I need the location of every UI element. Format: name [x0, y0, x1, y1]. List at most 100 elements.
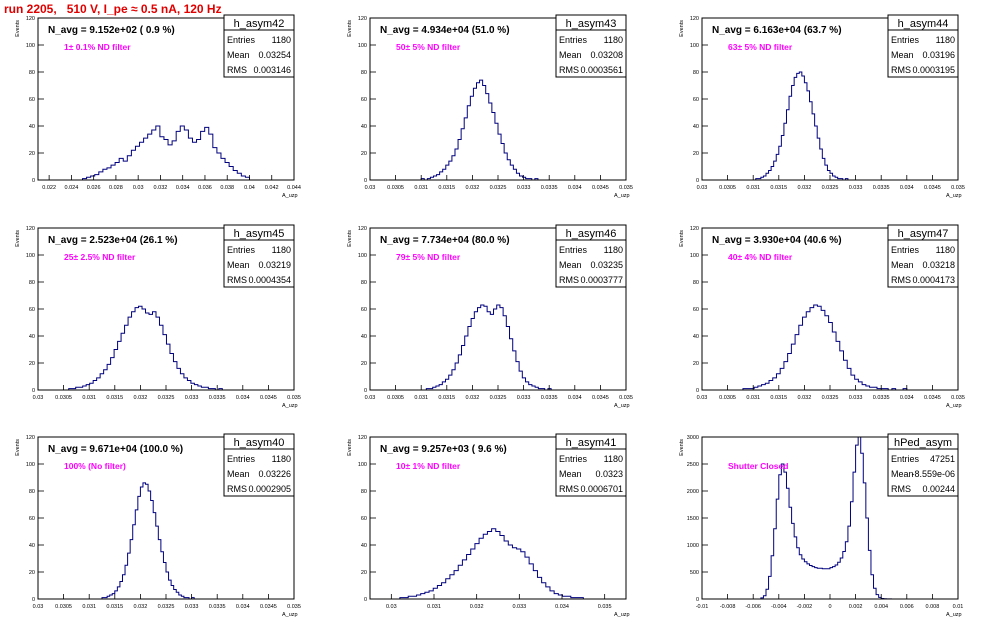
stats-key: Entries [891, 454, 920, 464]
stats-key: Mean [227, 469, 250, 479]
x-axis-label: A_uzp [282, 612, 298, 618]
stats-box [555, 14, 627, 78]
x-tick-label: 0.026 [87, 185, 101, 191]
x-tick-label: 0.034 [236, 395, 250, 401]
y-tick-label: 60 [361, 97, 367, 103]
stats-key: Entries [227, 245, 256, 255]
y-tick-label: 0 [696, 178, 699, 184]
x-tick-label: 0.033 [849, 395, 863, 401]
stats-value: 1180 [604, 245, 623, 255]
y-tick-label: 40 [693, 124, 699, 130]
navg-label: N_avg = 7.734e+04 (80.0 %) [380, 235, 510, 246]
stats-key: Mean [891, 50, 914, 60]
y-tick-label: 100 [358, 253, 367, 259]
stats-value: 1180 [272, 245, 291, 255]
y-tick-label: 0 [364, 597, 367, 603]
stats-value: 0.0006701 [580, 484, 623, 494]
stats-key: Mean [559, 260, 582, 270]
stats-value: 1180 [604, 454, 623, 464]
stats-key: Entries [559, 245, 588, 255]
stats-key: RMS [227, 65, 247, 75]
y-tick-label: 500 [690, 570, 699, 576]
x-tick-label: 0.0325 [490, 185, 507, 191]
filter-label: 10± 1% ND filter [396, 461, 461, 471]
x-tick-label: 0.03 [697, 395, 708, 401]
y-tick-label: 2000 [687, 489, 699, 495]
stats-value: 1180 [272, 454, 291, 464]
x-tick-label: 0.034 [900, 395, 914, 401]
x-tick-label: 0.033 [185, 604, 199, 610]
x-tick-label: 0.0315 [770, 395, 787, 401]
stats-key: Entries [227, 35, 256, 45]
x-tick-label: -0.008 [720, 604, 736, 610]
stats-value: 0.00244 [922, 484, 955, 494]
y-tick-label: 60 [29, 307, 35, 313]
histogram-panel-h_asym40: 0.03 0.0305 0.031 0.0315 0.032 0.0325 0.033 0.0… [15, 433, 301, 618]
x-tick-label: 0.0315 [106, 395, 123, 401]
y-tick-label: 40 [693, 334, 699, 340]
y-tick-label: 120 [26, 226, 35, 232]
filter-label: 40± 4% ND filter [728, 252, 793, 262]
x-tick-label: 0.0345 [260, 604, 277, 610]
y-tick-label: 100 [358, 462, 367, 468]
navg-label: N_avg = 3.930e+04 (40.6 %) [712, 235, 842, 246]
stats-value: 0.003146 [253, 65, 291, 75]
navg-label: N_avg = 9.257e+03 ( 9.6 %) [380, 444, 507, 455]
y-tick-label: 80 [29, 280, 35, 286]
y-tick-label: 60 [693, 307, 699, 313]
y-tick-label: 40 [29, 543, 35, 549]
histogram-name: h_asym44 [898, 18, 949, 30]
x-tick-label: 0.002 [849, 604, 863, 610]
stats-key: Mean [559, 469, 582, 479]
y-tick-label: 40 [29, 334, 35, 340]
stats-value: 1180 [936, 35, 955, 45]
stats-value: 1180 [604, 35, 623, 45]
x-tick-label: 0.03 [133, 185, 144, 191]
y-tick-label: 60 [29, 97, 35, 103]
x-tick-label: 0.0335 [541, 395, 558, 401]
x-tick-label: 0.033 [517, 185, 531, 191]
stats-key: Entries [227, 454, 256, 464]
x-tick-label: 0.006 [900, 604, 914, 610]
stats-value: 0.03208 [590, 50, 623, 60]
y-tick-label: 20 [361, 151, 367, 157]
stats-key: Mean [559, 50, 582, 60]
y-tick-label: 120 [690, 16, 699, 22]
y-tick-label: 120 [690, 226, 699, 232]
x-tick-label: 0.0335 [873, 395, 890, 401]
navg-label: N_avg = 9.152e+02 ( 0.9 %) [48, 25, 175, 36]
histogram-outline [420, 79, 545, 181]
navg-label: N_avg = 2.523e+04 (26.1 %) [48, 235, 178, 246]
stats-box [555, 224, 627, 288]
y-tick-label: 2500 [687, 462, 699, 468]
histogram-outline [760, 436, 900, 600]
histogram-outline [82, 125, 250, 180]
x-tick-label: 0.032 [466, 185, 480, 191]
stats-value: 0.03226 [258, 469, 291, 479]
stats-value: 1180 [272, 35, 291, 45]
x-tick-label: 0.03 [365, 185, 376, 191]
x-tick-label: -0.004 [771, 604, 787, 610]
x-tick-label: 0.035 [951, 185, 965, 191]
x-tick-label: 0.0305 [387, 185, 404, 191]
stats-box [223, 433, 295, 497]
histogram-outline [68, 305, 223, 391]
stats-value: 0.0003561 [580, 65, 623, 75]
stats-box [555, 433, 627, 497]
x-tick-label: 0.035 [619, 395, 633, 401]
x-tick-label: -0.006 [745, 604, 761, 610]
x-tick-label: 0.034 [176, 185, 190, 191]
x-tick-label: 0.034 [568, 395, 582, 401]
x-tick-label: 0.0345 [592, 395, 609, 401]
x-tick-label: 0.035 [287, 395, 301, 401]
x-tick-label: 0.0325 [822, 185, 839, 191]
x-tick-label: 0.0345 [260, 395, 277, 401]
y-tick-label: 100 [690, 253, 699, 259]
stats-value: 47251 [930, 454, 955, 464]
histogram-panel-h_asym41: 0.03 0.031 0.032 0.033 0.034 0.035 0 20 40 60 80 10… [347, 433, 630, 618]
y-tick-label: 60 [361, 307, 367, 313]
stats-key: Entries [559, 454, 588, 464]
y-tick-label: 0 [696, 388, 699, 394]
stats-key: Entries [559, 35, 588, 45]
y-tick-label: 100 [358, 43, 367, 49]
